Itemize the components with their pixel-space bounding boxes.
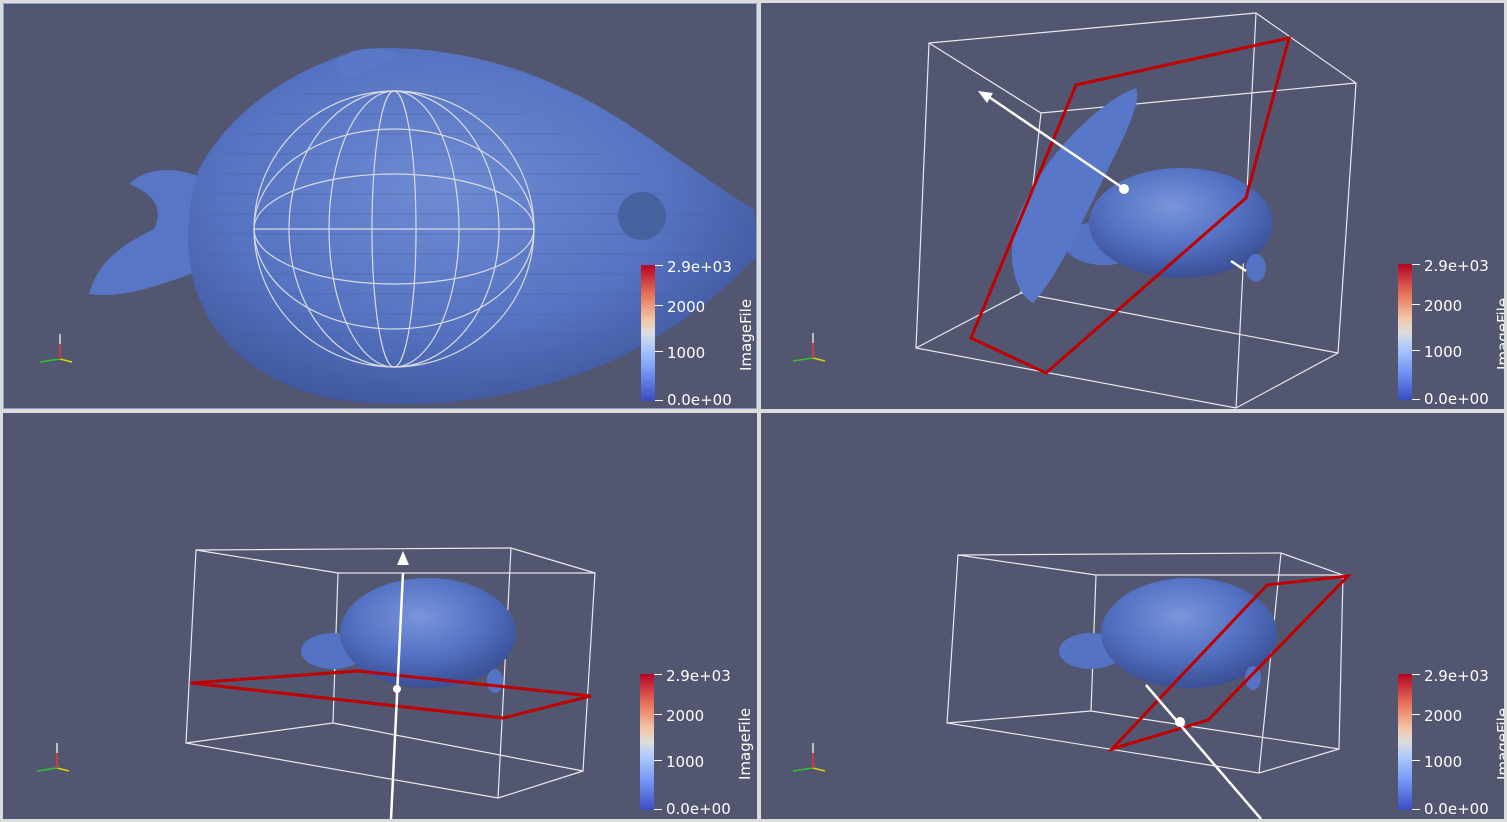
render-view-bottom-right[interactable]: 2.9e+03 2000 1000 0.0e+00 ImageFile <box>761 413 1504 819</box>
organ-isosurface <box>1089 168 1273 278</box>
fish-eye <box>618 192 666 240</box>
plane-widget-outline[interactable] <box>190 669 592 720</box>
organ-isosurface <box>340 578 516 688</box>
colorbar-max-label: 2.9e+03 <box>667 258 732 276</box>
colorbar-max-label: 2.9e+03 <box>1424 667 1489 685</box>
colorbar-label-1000: 1000 <box>1424 343 1463 361</box>
colorbar-label-2000: 2000 <box>666 707 705 725</box>
plane-normal-arrow[interactable] <box>389 572 405 819</box>
colorbar-label-2000: 2000 <box>1424 297 1463 315</box>
colorbar-title: ImageFile <box>1494 707 1504 780</box>
plane-origin-handle[interactable] <box>1119 184 1129 194</box>
plane-widget-outline[interactable] <box>969 36 1292 375</box>
colorbar-min-label: 0.0e+00 <box>667 391 732 409</box>
plane-widget-outline[interactable] <box>1107 574 1352 753</box>
colorbar-min-label: 0.0e+00 <box>1424 800 1489 818</box>
organ-render-oblique <box>792 12 1357 409</box>
color-legend: 2.9e+03 2000 1000 0.0e+00 ImageFile <box>641 260 756 409</box>
orientation-axes <box>39 334 73 363</box>
render-view-bottom-left[interactable]: 2.9e+03 2000 1000 0.0e+00 ImageFile <box>3 413 757 819</box>
colorbar-label-1000: 1000 <box>1424 753 1463 771</box>
color-legend: 2.9e+03 2000 1000 0.0e+00 ImageFile <box>640 669 757 819</box>
plane-origin-handle[interactable] <box>393 685 401 693</box>
color-legend: 2.9e+03 2000 1000 0.0e+00 ImageFile <box>1398 259 1504 409</box>
plane-normal-arrow[interactable] <box>985 93 1124 190</box>
fish-dorsal-fin <box>334 48 399 79</box>
colorbar-gradient <box>641 265 655 401</box>
orientation-axes <box>36 743 70 772</box>
colorbar-max-label: 2.9e+03 <box>1424 257 1489 275</box>
orientation-axes <box>792 743 826 772</box>
organ-render-horizontal <box>36 547 596 819</box>
organ-render-tilted <box>792 552 1352 819</box>
colorbar-min-label: 0.0e+00 <box>1424 390 1489 408</box>
colorbar-title: ImageFile <box>736 707 754 780</box>
color-legend: 2.9e+03 2000 1000 0.0e+00 ImageFile <box>1398 669 1504 819</box>
colorbar-label-1000: 1000 <box>666 753 705 771</box>
orientation-axes <box>792 333 826 362</box>
sphere-widget[interactable] <box>253 90 535 368</box>
colorbar-label-2000: 2000 <box>1424 707 1463 725</box>
colorbar-label-1000: 1000 <box>667 344 706 362</box>
flat-isosurface-sheet <box>1012 88 1138 303</box>
render-view-top-right[interactable]: 2.9e+03 2000 1000 0.0e+00 ImageFile <box>761 3 1504 409</box>
fish-render <box>39 48 756 404</box>
colorbar-max-label: 2.9e+03 <box>666 667 731 685</box>
colorbar-title: ImageFile <box>737 298 755 371</box>
colorbar-min-label: 0.0e+00 <box>666 800 731 818</box>
plane-origin-handle[interactable] <box>1175 717 1185 727</box>
surface-striations <box>209 93 724 355</box>
organ-isosurface <box>1101 578 1277 688</box>
render-view-top-left[interactable]: 2.9e+03 2000 1000 0.0e+00 ImageFile <box>3 3 757 409</box>
fish-body <box>188 48 756 404</box>
fish-tail-fin <box>89 169 204 295</box>
plane-normal-arrow[interactable] <box>1145 684 1262 819</box>
colorbar-label-2000: 2000 <box>667 298 706 316</box>
colorbar-title: ImageFile <box>1494 297 1504 370</box>
outline-box <box>946 552 1344 774</box>
